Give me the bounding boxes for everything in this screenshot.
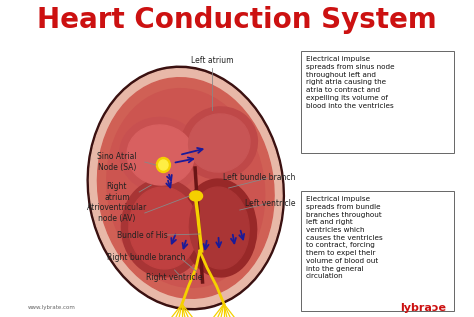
Circle shape [159,160,168,170]
Ellipse shape [181,107,257,179]
Text: Left atrium: Left atrium [191,56,233,65]
Ellipse shape [98,78,274,298]
Text: Bundle of His: Bundle of His [117,230,167,240]
Circle shape [156,158,170,172]
Ellipse shape [190,187,249,269]
FancyBboxPatch shape [301,191,454,311]
Text: Electrical impulse
spreads from sinus node
throughout left and
right atria causi: Electrical impulse spreads from sinus no… [306,56,394,108]
Text: Right ventricle: Right ventricle [146,274,203,282]
Ellipse shape [182,179,256,277]
Ellipse shape [119,117,201,192]
Text: Left ventricle: Left ventricle [245,198,296,208]
Text: Atrioventricular
node (AV): Atrioventricular node (AV) [87,203,147,223]
Text: Electrical impulse
spreads from bundle
branches throughout
left and right
ventri: Electrical impulse spreads from bundle b… [306,196,383,280]
FancyBboxPatch shape [301,51,454,153]
Text: Right bundle branch: Right bundle branch [108,253,186,262]
Ellipse shape [129,187,198,269]
Text: Left bundle branch: Left bundle branch [223,173,296,183]
Text: www.lybrate.com: www.lybrate.com [27,306,75,310]
Text: lybraɔe: lybraɔe [401,303,447,313]
Ellipse shape [90,69,282,307]
Ellipse shape [189,114,250,172]
Text: Right
atrium: Right atrium [104,182,129,202]
Ellipse shape [121,179,205,277]
Text: Sino Atrial
Node (SA): Sino Atrial Node (SA) [97,152,137,172]
Ellipse shape [127,125,194,185]
Text: Heart Conduction System: Heart Conduction System [37,6,437,34]
Ellipse shape [87,66,284,310]
Ellipse shape [190,191,202,201]
Ellipse shape [107,89,264,288]
